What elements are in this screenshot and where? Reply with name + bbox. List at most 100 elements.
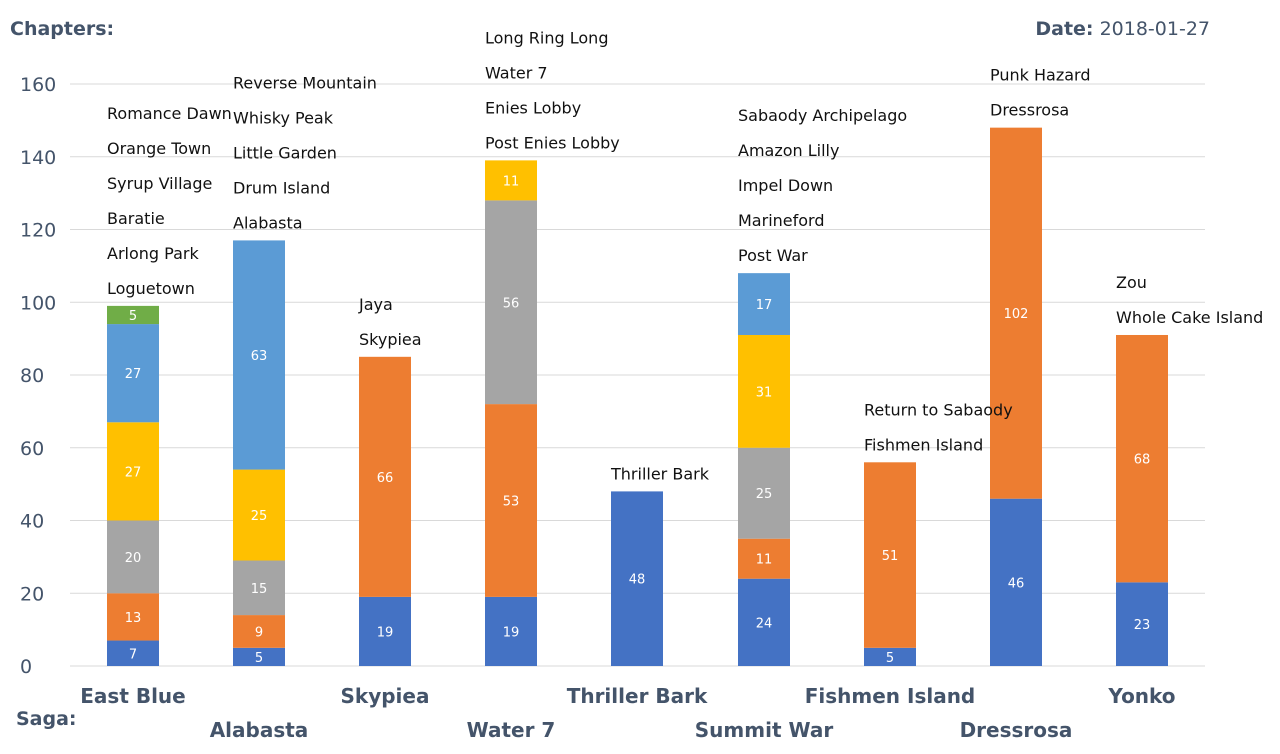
bar-segment <box>738 273 790 335</box>
arc-name-label: Post Enies Lobby <box>485 133 620 152</box>
bar-segment <box>738 447 790 539</box>
bar-segment <box>233 469 285 561</box>
data-label: 5 <box>886 651 894 666</box>
arc-name-label: Punk Hazard <box>990 66 1091 85</box>
bar-segment <box>485 596 537 666</box>
arc-name-label: Romance Dawn <box>107 104 232 123</box>
data-label: 27 <box>125 465 142 480</box>
date-display: Date: 2018-01-27 <box>1035 18 1210 40</box>
arc-name-label: Drum Island <box>233 178 330 197</box>
data-label: 25 <box>756 487 773 502</box>
data-label: 5 <box>129 309 137 324</box>
saga-label: Dressrosa <box>960 718 1073 742</box>
saga-label: Thriller Bark <box>567 684 708 708</box>
arc-name-label: Dressrosa <box>990 101 1069 120</box>
arc-name-label: Impel Down <box>738 176 833 195</box>
bar-segment <box>107 324 159 423</box>
data-label: 102 <box>1004 307 1029 322</box>
bars: 7 13 20 27 27 5 5 9 15 25 63 19 66 19 53 56 11 48 24 11 25 31… <box>107 127 1168 666</box>
data-label: 56 <box>503 296 520 311</box>
arc-name-label: Arlong Park <box>107 244 199 263</box>
arc-name-label: Baratie <box>107 209 165 228</box>
data-label: 5 <box>255 651 263 666</box>
saga-axis-title: Saga: <box>16 708 77 730</box>
y-tick-label: 60 <box>20 438 44 460</box>
bar-segment <box>864 462 916 648</box>
bar-segment <box>990 498 1042 666</box>
chapters-axis-title: Chapters: <box>10 18 115 40</box>
arc-name-label: Jaya <box>358 295 393 314</box>
arc-name-label: Syrup Village <box>107 174 212 193</box>
data-label: 68 <box>1134 453 1151 468</box>
bar-segment <box>738 334 790 448</box>
data-label: 9 <box>255 625 263 640</box>
bar-segment <box>107 422 159 521</box>
arc-name-label: Fishmen Island <box>864 435 983 454</box>
bar-segment <box>233 615 285 648</box>
y-tick-label: 120 <box>20 220 56 242</box>
saga-label: Summit War <box>695 718 834 742</box>
data-label: 11 <box>503 174 520 189</box>
saga-label: Skypiea <box>341 684 430 708</box>
bar-segment <box>233 240 285 470</box>
data-label: 13 <box>125 611 142 626</box>
data-label: 25 <box>251 509 268 524</box>
saga-labels: East Blue Alabasta Skypiea Water 7 Thriller … <box>80 684 1175 742</box>
data-label: 19 <box>377 625 394 640</box>
bar-segment <box>611 491 663 666</box>
date-label: Date: <box>1035 18 1094 40</box>
data-label: 11 <box>756 553 773 568</box>
arc-name-label: Orange Town <box>107 139 211 158</box>
arc-name-label: Loguetown <box>107 279 195 298</box>
arc-name-label: Sabaody Archipelago <box>738 106 907 125</box>
saga-label: Fishmen Island <box>805 684 976 708</box>
y-axis-ticks: 0 20 40 60 80 100 120 140 160 <box>20 74 56 678</box>
arc-name-label: Alabasta <box>233 213 303 232</box>
arc-name-label: Post War <box>738 246 808 265</box>
data-label: 51 <box>882 549 899 564</box>
arc-name-label: Whisky Peak <box>233 108 334 127</box>
bar-segment <box>864 647 916 666</box>
date-value: 2018-01-27 <box>1099 18 1210 40</box>
arc-name-label: Water 7 <box>485 63 548 82</box>
data-label: 19 <box>503 625 520 640</box>
bar-segment <box>233 560 285 616</box>
y-tick-label: 40 <box>20 511 44 533</box>
saga-label: Yonko <box>1107 684 1175 708</box>
y-tick-label: 80 <box>20 365 44 387</box>
bar-segment <box>738 578 790 666</box>
arc-name-label: Reverse Mountain <box>233 73 377 92</box>
bar-segment <box>1116 582 1168 666</box>
saga-label: Alabasta <box>210 718 309 742</box>
arc-name-label: Return to Sabaody <box>864 400 1013 419</box>
data-label: 53 <box>503 494 520 509</box>
bar-segment <box>990 127 1042 499</box>
bar-segment <box>107 520 159 594</box>
data-label: 31 <box>756 385 773 400</box>
y-tick-label: 140 <box>20 147 56 169</box>
arc-name-label: Marineford <box>738 211 825 230</box>
y-tick-label: 100 <box>20 292 56 314</box>
arc-name-label: Amazon Lilly <box>738 141 839 160</box>
y-tick-label: 20 <box>20 583 44 605</box>
arc-labels: Romance Dawn Orange Town Syrup Village Bara… <box>107 28 1263 483</box>
data-label: 7 <box>129 647 137 662</box>
y-tick-label: 0 <box>20 656 32 678</box>
bar-segment <box>359 356 411 597</box>
data-label: 48 <box>629 573 646 588</box>
arc-name-label: Whole Cake Island <box>1116 308 1263 327</box>
bar-segment <box>1116 334 1168 583</box>
saga-label: Water 7 <box>467 718 556 742</box>
bar-segment <box>107 640 159 666</box>
data-label: 46 <box>1008 576 1025 591</box>
arc-name-label: Little Garden <box>233 143 337 162</box>
data-label: 27 <box>125 367 142 382</box>
y-tick-label: 160 <box>20 74 56 96</box>
data-label: 63 <box>251 349 268 364</box>
bar-segment <box>485 160 537 201</box>
bar-segment <box>107 593 159 641</box>
data-label: 23 <box>1134 618 1151 633</box>
arc-name-label: Long Ring Long <box>485 28 608 47</box>
saga-label: East Blue <box>80 684 186 708</box>
